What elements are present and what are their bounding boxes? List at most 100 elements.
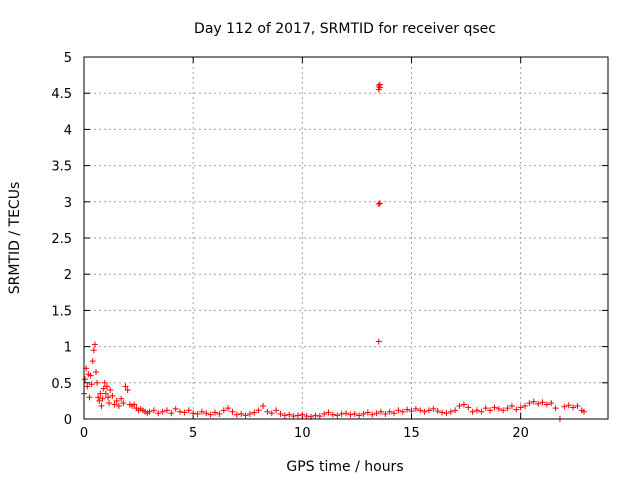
data-point [417, 407, 424, 414]
data-point [90, 347, 97, 354]
data-point [101, 379, 108, 386]
data-point [264, 408, 271, 415]
data-point [120, 400, 127, 407]
data-point [391, 410, 398, 417]
data-point [347, 411, 354, 418]
data-point [376, 200, 383, 207]
data-point [94, 379, 101, 386]
data-point [146, 408, 153, 415]
data-point [329, 411, 336, 418]
data-point [456, 402, 463, 409]
data-point [113, 397, 120, 404]
data-point [504, 405, 511, 412]
data-point [460, 401, 467, 408]
gridlines [84, 57, 608, 419]
data-point [255, 407, 262, 414]
data-point [482, 405, 489, 412]
data-point [97, 390, 104, 397]
y-tick-label: 4.5 [51, 87, 72, 102]
data-point [220, 407, 227, 414]
y-axis-ticks: 0 0.5 1 1.5 2 2.5 3 3.5 4 4.5 5 [51, 51, 608, 428]
data-point [238, 410, 245, 417]
data-point [131, 401, 138, 408]
data-point [522, 402, 529, 409]
data-point [321, 410, 328, 417]
data-point [312, 412, 319, 419]
data-point [443, 410, 450, 417]
data-point [552, 405, 559, 412]
data-point [118, 395, 125, 402]
data-point [100, 385, 107, 392]
data-point [356, 412, 363, 419]
data-point [260, 402, 267, 409]
data-point [469, 408, 476, 415]
data-point [561, 403, 568, 410]
data-point [99, 395, 106, 402]
data-point [233, 411, 240, 418]
data-point [408, 408, 415, 415]
data-point [526, 400, 533, 407]
data-point [543, 401, 550, 408]
data-points [81, 81, 587, 422]
data-point [513, 406, 520, 413]
data-point [102, 390, 109, 397]
data-point [351, 410, 358, 417]
chart-title: Day 112 of 2017, SRMTID for receiver qse… [194, 21, 496, 37]
data-point [84, 383, 91, 390]
data-point [376, 84, 383, 91]
data-point [530, 398, 537, 405]
data-point [95, 394, 102, 401]
data-point [89, 358, 96, 365]
data-point [478, 408, 485, 415]
data-point [386, 408, 393, 415]
data-point [430, 405, 437, 412]
data-point [106, 400, 113, 407]
x-axis-ticks: 0 5 10 15 20 [80, 57, 529, 441]
data-point [421, 408, 428, 415]
data-point [185, 407, 192, 414]
data-point [500, 407, 507, 414]
data-point [115, 402, 122, 409]
y-tick-label: 2.5 [51, 232, 72, 247]
y-tick-label: 1 [64, 341, 72, 356]
data-point [207, 411, 214, 418]
data-point [517, 404, 524, 411]
data-point [539, 399, 546, 406]
y-tick-label: 1.5 [51, 304, 72, 319]
x-tick-label: 10 [294, 426, 311, 441]
data-point [487, 407, 494, 414]
data-point [375, 338, 382, 345]
data-point [198, 408, 205, 415]
data-point [86, 394, 93, 401]
data-point [373, 410, 380, 417]
data-point [155, 410, 162, 417]
data-point [268, 410, 275, 417]
x-tick-label: 15 [403, 426, 420, 441]
data-point [109, 392, 116, 399]
data-point [338, 410, 345, 417]
data-point [399, 408, 406, 415]
data-point [316, 413, 323, 420]
data-point [98, 402, 105, 409]
data-point [93, 368, 100, 375]
data-point [150, 407, 157, 414]
data-point [290, 413, 297, 420]
y-tick-label: 3 [64, 196, 72, 211]
data-point [565, 402, 572, 409]
data-point [111, 401, 118, 408]
data-point [375, 200, 382, 207]
data-point [548, 400, 555, 407]
data-point [580, 408, 587, 415]
data-point [216, 410, 223, 417]
data-point [242, 412, 249, 419]
y-tick-label: 0.5 [51, 377, 72, 392]
data-point [96, 397, 103, 404]
data-point [447, 408, 454, 415]
data-point [225, 405, 232, 412]
data-point [172, 405, 179, 412]
y-tick-label: 3.5 [51, 160, 72, 175]
data-point [508, 402, 515, 409]
data-point [277, 410, 284, 417]
data-point [229, 408, 236, 415]
